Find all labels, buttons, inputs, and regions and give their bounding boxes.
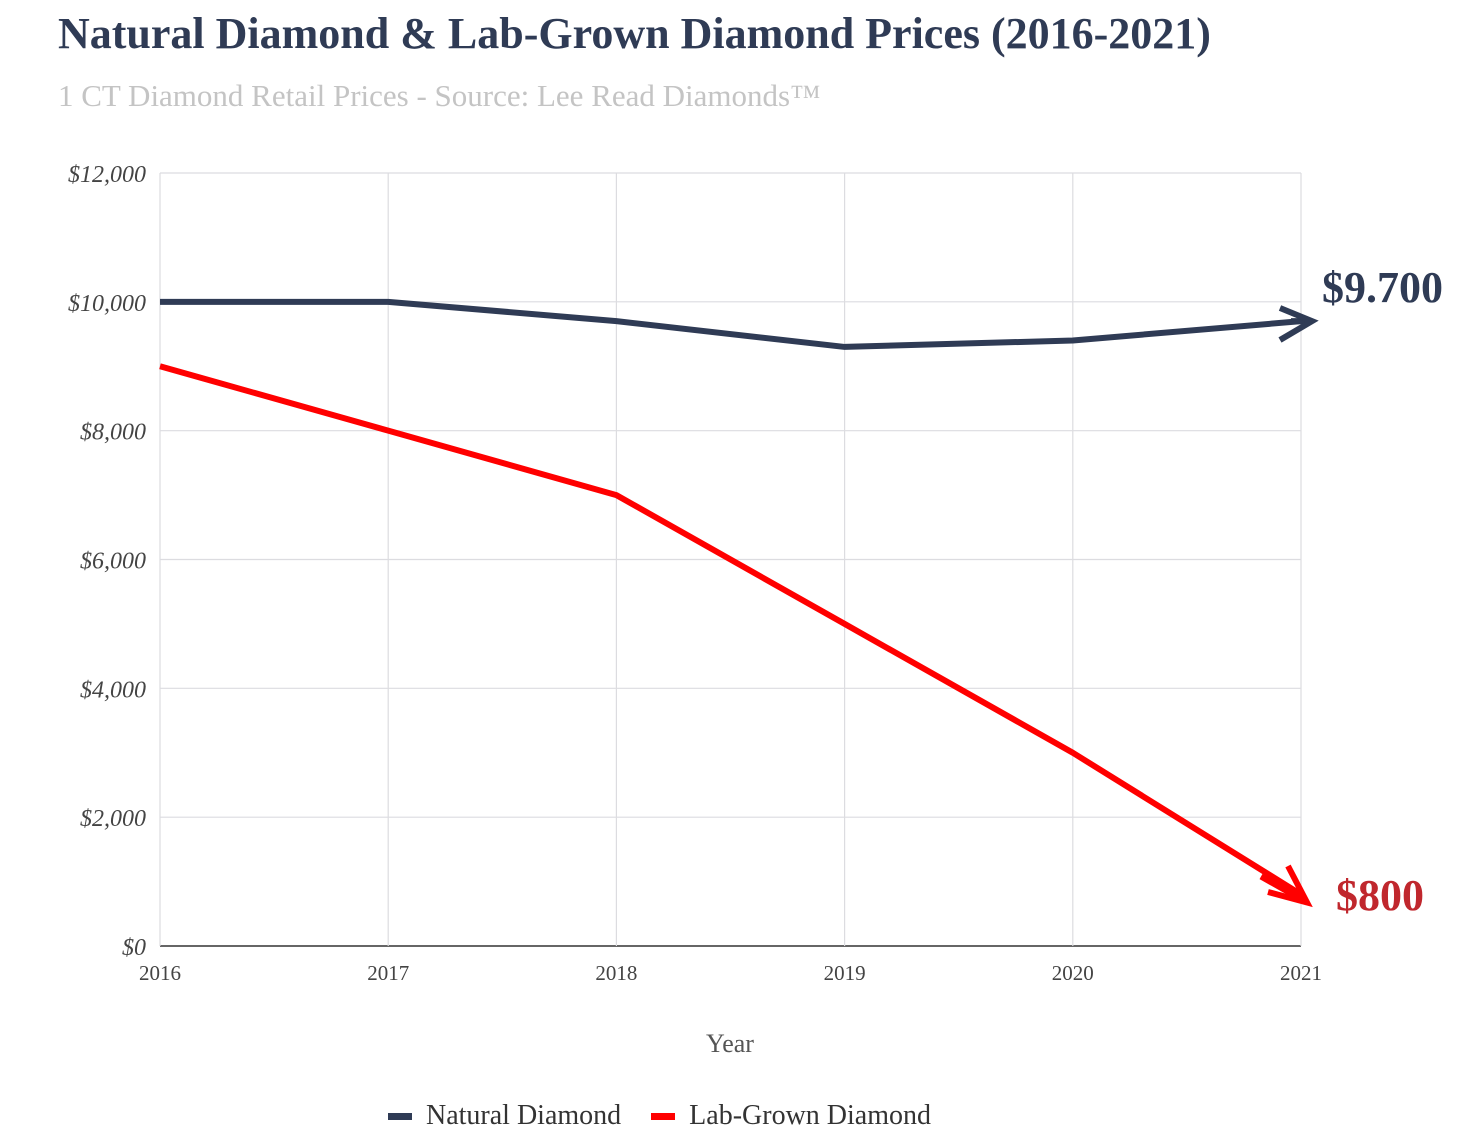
y-tick-label: $6,000 (80, 549, 146, 575)
x-tick-label: 2020 (1052, 961, 1094, 985)
x-tick-label: 2017 (367, 961, 409, 985)
legend-label-natural: Natural Diamond (426, 1100, 622, 1131)
x-tick-label: 2018 (595, 961, 637, 985)
legend-item-lab-grown[interactable]: Lab-Grown Diamond (651, 1100, 931, 1132)
arrow-natural-icon (1278, 305, 1319, 343)
annotation-natural: $9.700 (1322, 263, 1443, 312)
series-line-lab-grown (159, 363, 1303, 898)
legend-item-natural[interactable]: Natural Diamond (388, 1100, 621, 1132)
x-tick-label: 2016 (139, 961, 181, 985)
y-tick-label: $10,000 (68, 291, 146, 317)
legend: Natural Diamond Lab-Grown Diamond (388, 1100, 961, 1132)
annotation-lab-grown: $800 (1336, 871, 1424, 920)
x-axis-label: Year (706, 1029, 754, 1058)
y-tick-label: $0 (122, 935, 146, 961)
arrow-lab-icon (1267, 864, 1313, 908)
x-tick-label: 2021 (1280, 961, 1322, 985)
legend-swatch-natural (388, 1112, 412, 1120)
series-line-natural (160, 298, 1302, 350)
y-tick-label: $8,000 (80, 420, 146, 446)
y-tick-label: $12,000 (68, 162, 146, 188)
y-tick-label: $2,000 (80, 806, 146, 832)
legend-label-lab-grown: Lab-Grown Diamond (689, 1100, 931, 1131)
chart-subtitle: 1 CT Diamond Retail Prices - Source: Lee… (58, 78, 821, 113)
legend-swatch-lab-grown (651, 1112, 676, 1120)
chart-title: Natural Diamond & Lab-Grown Diamond Pric… (58, 9, 1211, 58)
y-tick-label: $4,000 (80, 677, 146, 703)
x-tick-label: 2019 (824, 961, 866, 985)
